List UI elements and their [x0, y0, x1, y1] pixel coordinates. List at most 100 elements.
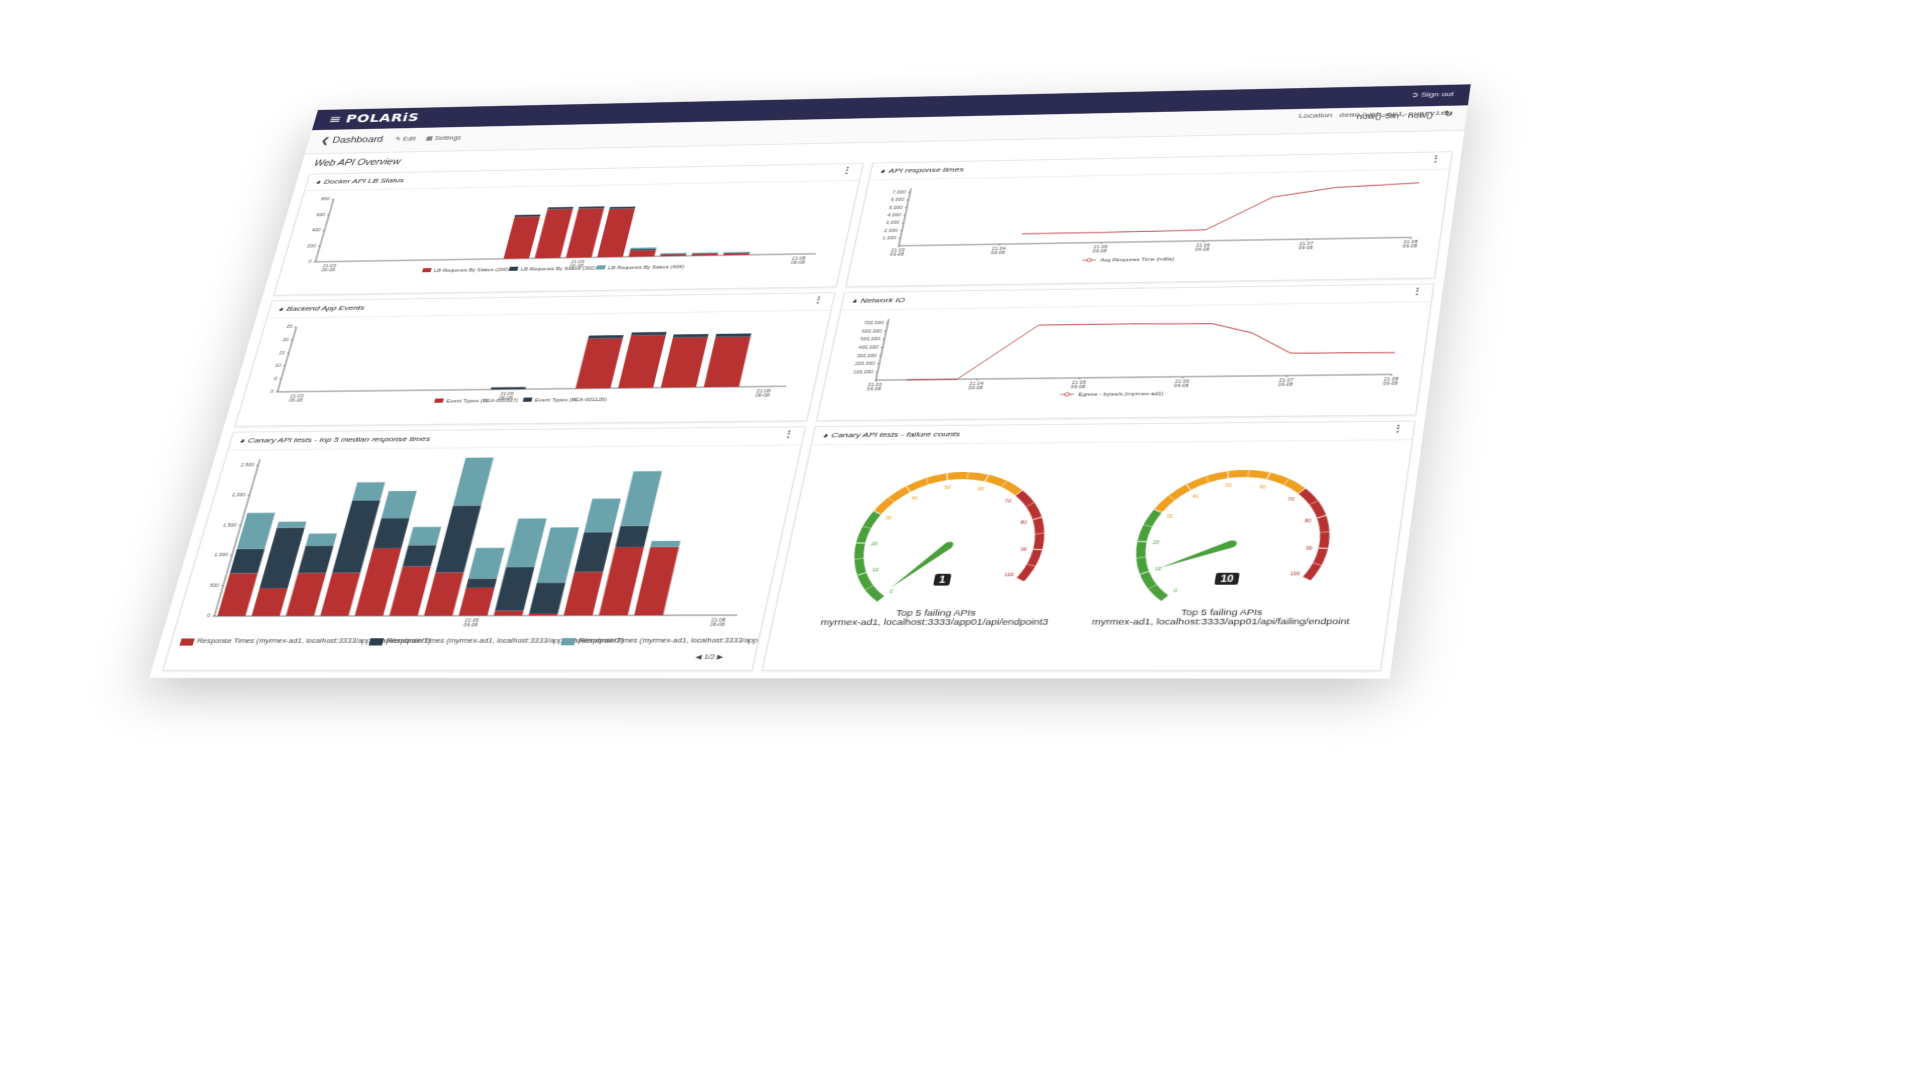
legend-swatch	[369, 638, 384, 645]
y-tick-label: 2,000	[231, 493, 246, 498]
sign-out-button[interactable]: ➲ Sign out	[1411, 90, 1455, 98]
panel-title: ◕ Canary API tests - failure counts	[822, 430, 961, 439]
legend-swatch	[561, 638, 576, 645]
bar-segment	[495, 567, 535, 610]
bar-segment	[566, 208, 604, 257]
gauge-band	[1002, 493, 1048, 580]
x-tick-label: 21:0406-08	[990, 246, 1006, 255]
dashboard-icon: ◕	[851, 297, 858, 305]
bar-segment	[597, 209, 635, 258]
bar-segment	[217, 573, 257, 616]
legend-label: Egress - bytes/s (myrmex-ad1)	[1078, 391, 1165, 398]
dashboard-icon: ◕	[239, 437, 246, 445]
gauge-tick-label: 100	[1290, 571, 1301, 576]
dashboard-icon: ◕	[822, 431, 829, 439]
bar-segment	[491, 387, 526, 389]
gauge-tick-label: 40	[911, 496, 919, 501]
gauge-tick-label: 90	[1306, 545, 1314, 550]
bar-segment	[620, 471, 662, 526]
bar-segment	[503, 217, 540, 259]
y-tick-label: 0	[308, 260, 313, 264]
gauge-hub	[945, 542, 954, 548]
bar-segment	[716, 333, 752, 337]
y-tick-label: 6,000	[890, 198, 905, 203]
legend-swatch	[509, 267, 519, 271]
x-tick-label: 21:0706-08	[1298, 241, 1314, 250]
legend-label: LB Requests By Status (302)	[520, 266, 597, 273]
panel-network-io: ◕ Network IO ⋮ 100,000 200,000 300,000 400,0…	[816, 283, 1434, 421]
bar-segment	[252, 588, 288, 616]
bar-segment	[584, 499, 621, 533]
gauge-needle	[1160, 540, 1235, 567]
legend-swatch	[422, 268, 432, 272]
x-tick-label: 21:0806-08	[710, 618, 727, 628]
x-tick-label: 21:0506-08	[463, 618, 480, 627]
bar-segment	[277, 522, 307, 528]
legend-swatch	[180, 638, 195, 645]
legend-label: LB Requests By Status (404)	[608, 265, 686, 272]
lb-status-chart: 020040060080021:0306-0821:0506-0821:0806…	[275, 180, 859, 295]
x-tick-label: 21:0306-08	[890, 248, 906, 257]
y-tick-label: 800	[320, 197, 330, 201]
y-tick-label: 10	[274, 363, 282, 368]
y-tick-label: 1,000	[214, 553, 229, 558]
legend-label: Event Types (BEA-000627)	[446, 398, 520, 404]
settings-link[interactable]: ▦ Settings	[425, 135, 462, 142]
gauge-tick-label: 20	[871, 541, 879, 546]
x-tick-label: 21:0806-08	[790, 256, 806, 265]
bar-segment	[403, 545, 437, 566]
bar-segment	[537, 527, 579, 582]
bar-segment	[286, 573, 326, 616]
panel-menu-icon[interactable]: ⋮	[782, 430, 795, 440]
back-to-dashboard-link[interactable]: ❮ Dashboard	[320, 136, 384, 146]
bar-segment	[424, 572, 464, 615]
y-tick-label: 0	[206, 614, 211, 619]
dashboard-icon: ◕	[278, 305, 285, 312]
menu-icon[interactable]: ≡	[327, 113, 343, 126]
panel-menu-icon[interactable]: ⋮	[841, 166, 854, 175]
legend-label: Event Types (BEA-001128)	[534, 397, 608, 403]
legend-marker	[1087, 258, 1092, 261]
gauge-tick-label: 0	[1173, 588, 1178, 593]
gauge-tick-label: 60	[1259, 484, 1267, 489]
gauge-tick-label: 30	[1166, 514, 1174, 519]
gauge-band	[1288, 491, 1331, 579]
legend-swatch	[523, 397, 533, 401]
y-tick-label: 400	[311, 228, 321, 233]
network-io-chart: 100,000200,000300,000400,000500,000600,0…	[817, 301, 1430, 420]
bar-segment	[298, 546, 334, 573]
dashboard-icon: ◕	[315, 178, 322, 185]
panel-menu-icon[interactable]: ⋮	[1430, 155, 1443, 164]
panel-title: ◕ API response times	[879, 166, 964, 175]
bar-segment	[373, 518, 409, 548]
gauge-sublabel: myrmex-ad1, localhost:3333/app01/api/fai…	[1091, 617, 1351, 626]
dashboard-icon: ◕	[879, 167, 886, 174]
legend-label: LB Requests By Status (200)	[433, 267, 510, 274]
canary-median-chart: 05001,0001,5002,0002,50021:0506-0821:080…	[164, 445, 801, 670]
gauge-tick-label: 20	[1152, 540, 1160, 545]
pagination: ◀ 1/2 ▶	[695, 654, 724, 661]
bar-segment	[673, 334, 709, 338]
y-tick-label: 200,000	[854, 361, 876, 366]
bar-segment	[631, 332, 667, 336]
y-tick-label: 100,000	[853, 370, 875, 375]
panel-title: ◕Docker API LB Status	[315, 177, 405, 186]
brand-logo[interactable]: ≡POLARiS	[327, 112, 420, 126]
y-tick-label: 200	[307, 244, 317, 249]
x-tick-label: 21:0806-08	[1383, 377, 1400, 386]
edit-link[interactable]: ✎ Edit	[394, 136, 416, 143]
x-tick-label: 21:0706-08	[1278, 378, 1295, 387]
bar-segment	[506, 518, 547, 567]
gauge-tick-label: 10	[872, 567, 880, 572]
bar-segment	[704, 337, 751, 388]
panel-menu-icon[interactable]: ⋮	[1391, 424, 1404, 434]
panel-menu-icon[interactable]: ⋮	[1411, 287, 1424, 297]
gauge-tick-label: 70	[1287, 497, 1295, 502]
panel-failure-counts: ◕ Canary API tests - failure counts ⋮ 0 10…	[762, 421, 1416, 671]
y-tick-label: 4,000	[887, 213, 902, 218]
x-tick-label: 21:0306-08	[321, 264, 337, 273]
bar-segment	[529, 583, 565, 614]
y-tick-label: 2,000	[884, 228, 899, 233]
sign-out-label: Sign out	[1421, 90, 1455, 98]
panel-menu-icon[interactable]: ⋮	[812, 296, 825, 305]
